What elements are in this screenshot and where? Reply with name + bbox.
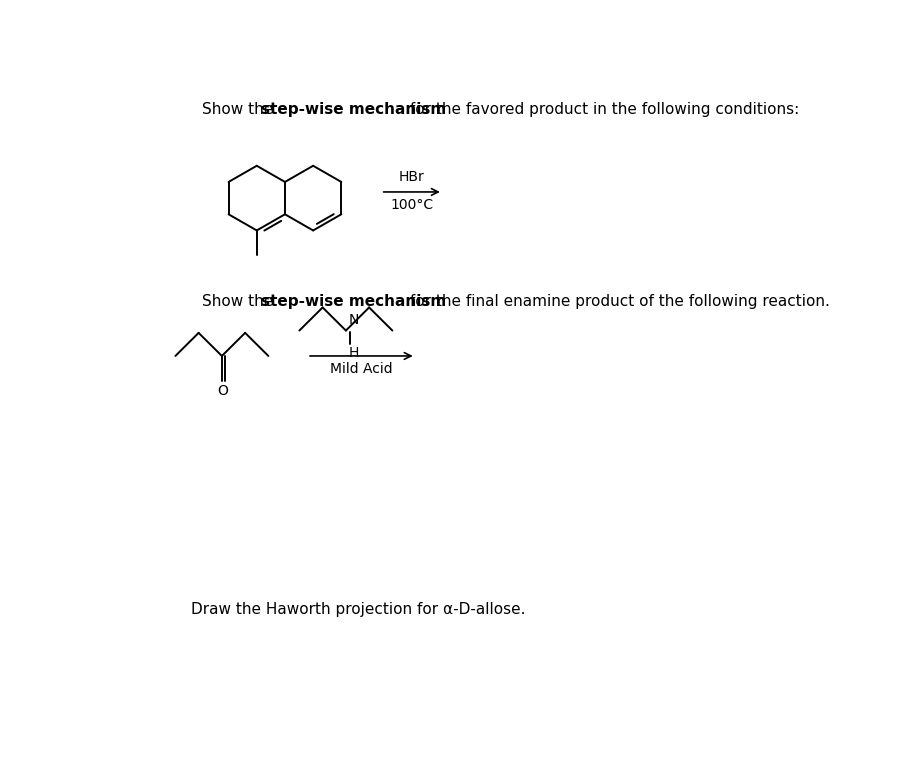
- Text: Show the: Show the: [202, 102, 278, 117]
- Text: HBr: HBr: [399, 170, 424, 184]
- Text: Show the: Show the: [202, 294, 278, 310]
- Text: step-wise mechanism: step-wise mechanism: [261, 294, 447, 310]
- Text: Mild Acid: Mild Acid: [330, 362, 393, 376]
- Text: 100°C: 100°C: [390, 198, 434, 212]
- Text: for the final enamine product of the following reaction.: for the final enamine product of the fol…: [405, 294, 830, 310]
- Text: Draw the Haworth projection for α-D-allose.: Draw the Haworth projection for α-D-allo…: [190, 603, 525, 617]
- Text: O: O: [217, 385, 228, 398]
- Text: for the favored product in the following conditions:: for the favored product in the following…: [405, 102, 799, 117]
- Text: N: N: [348, 313, 358, 327]
- Text: step-wise mechanism: step-wise mechanism: [261, 102, 447, 117]
- Text: H: H: [348, 346, 358, 360]
